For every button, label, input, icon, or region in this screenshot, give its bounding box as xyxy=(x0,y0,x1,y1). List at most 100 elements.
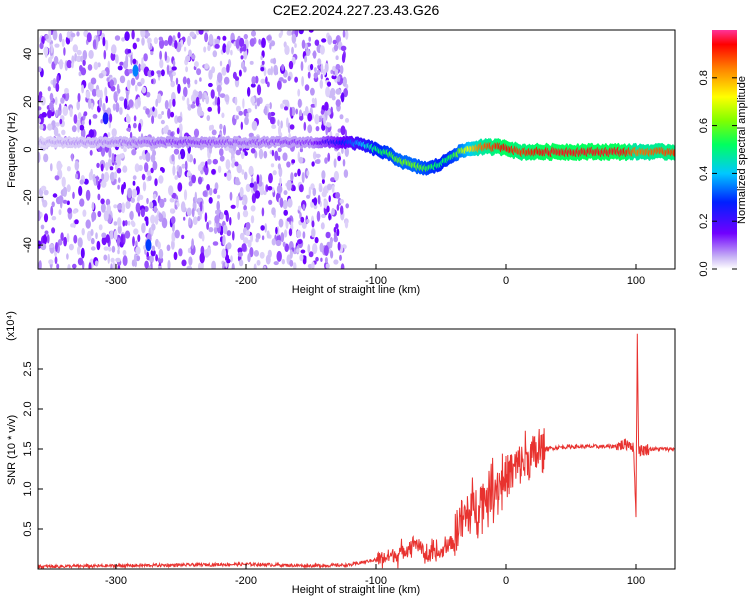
spectrogram-noise-point xyxy=(289,259,294,267)
colorbar-tick-label: 0.8 xyxy=(698,70,710,85)
spectrogram-noise-point xyxy=(323,115,326,126)
spectrogram-noise-point xyxy=(333,231,337,240)
spectrogram-noise-point xyxy=(105,161,109,171)
spectrogram-noise-point xyxy=(186,77,191,85)
spectrogram-noise-point xyxy=(333,158,337,168)
spectrogram-noise-point xyxy=(157,241,161,250)
spectrogram-noise-point xyxy=(52,193,58,198)
spectrogram-noise-point xyxy=(90,246,96,251)
spectrogram-noise-point xyxy=(266,230,270,239)
spectrogram-noise-point xyxy=(83,178,89,185)
spectrogram-noise-point xyxy=(87,98,92,110)
spectrogram-noise-point xyxy=(56,74,60,84)
spectrogram-noise-point xyxy=(186,97,190,107)
spectrogram-noise-point xyxy=(325,263,330,269)
spectrogram-noise-point xyxy=(39,42,44,50)
spectrogram-noise-point xyxy=(320,222,325,230)
spectrogram-noise-point xyxy=(213,226,218,234)
spectrogram-noise-point xyxy=(51,227,56,234)
spectrogram-noise-point xyxy=(139,155,143,160)
spectrogram-noise-point xyxy=(149,255,154,264)
spectrogram-noise-point xyxy=(276,250,282,262)
spectrogram-noise-point xyxy=(90,168,93,177)
spectrogram-noise-point xyxy=(167,259,171,269)
spectrogram-noise-point xyxy=(63,236,67,247)
spectrogram-noise-point xyxy=(97,30,101,36)
spectrogram-noise-point xyxy=(196,68,202,76)
spectrogram-noise-point xyxy=(319,45,325,55)
spectrogram-noise-point xyxy=(74,160,80,171)
spectrogram-noise-point xyxy=(181,95,186,101)
spectrogram-noise-point xyxy=(108,158,112,167)
spectrogram-noise-point xyxy=(172,60,176,67)
spectrogram-noise-point xyxy=(311,161,315,167)
spectrogram-noise-point xyxy=(308,36,312,42)
spectrogram-noise-point xyxy=(219,93,226,98)
spectrogram-noise-point xyxy=(339,65,344,75)
spectrogram-noise-point xyxy=(253,250,259,257)
spectrogram-noise-point xyxy=(197,215,201,222)
spectrogram-noise-point xyxy=(344,146,349,158)
spectrogram-noise-point xyxy=(154,215,159,225)
spectrogram-noise-point xyxy=(234,96,238,106)
spectrogram-noise-point xyxy=(47,86,51,92)
spectrogram-noise-point xyxy=(341,53,346,63)
y-tick-label: 20 xyxy=(22,96,34,108)
spectrogram-noise-point xyxy=(324,101,329,112)
spectrogram-noise-point xyxy=(138,63,141,73)
spectrogram-noise-point xyxy=(336,228,340,237)
spectrogram-noise-point xyxy=(88,262,92,269)
spectrogram-noise-point xyxy=(335,99,341,107)
spectrogram-x-ticks: -300 -200 -100 0 100 xyxy=(105,264,645,287)
spectrogram-noise-point xyxy=(256,97,261,107)
spectrogram-noise-point xyxy=(54,175,60,181)
spectrogram-noise-point xyxy=(166,244,171,252)
spectrogram-noise-point xyxy=(105,39,109,51)
colorbar-ticks: 0.0 0.2 0.4 0.6 0.8 xyxy=(698,70,737,277)
spectrogram-noise-point xyxy=(345,83,349,90)
spectrogram-noise-point xyxy=(323,245,329,257)
spectrogram-noise-point xyxy=(53,126,59,137)
spectrogram-noise-point xyxy=(187,35,191,47)
spectrogram-noise-point xyxy=(181,163,186,169)
spectrogram-noise-point xyxy=(177,182,183,192)
spectrogram-noise-point xyxy=(325,231,331,239)
colorbar-gradient xyxy=(712,30,737,269)
spectrogram-noise-point xyxy=(310,87,315,96)
spectrogram-noise-point xyxy=(252,181,258,192)
spectrogram-noise-point xyxy=(301,39,306,49)
spectrogram-noise-point xyxy=(74,219,79,225)
spectrogram-noise-point xyxy=(113,204,118,209)
spectrogram-noise-point xyxy=(236,163,243,174)
spectrogram-noise-point xyxy=(106,77,111,83)
spectrogram-noise-point xyxy=(251,120,258,131)
spectrogram-noise-point xyxy=(77,123,80,133)
spectrogram-noise-point xyxy=(230,49,233,56)
spectrogram-noise-point xyxy=(238,69,242,77)
spectrogram-noise-point xyxy=(91,201,95,211)
spectrogram-noise-point xyxy=(289,124,295,130)
spectrogram-noise-point xyxy=(345,30,349,40)
spectrogram-noise-point xyxy=(87,64,93,71)
spectrogram-noise-point xyxy=(212,241,219,246)
spectrogram-noise-point xyxy=(40,185,47,191)
spectrogram-noise-point xyxy=(82,50,88,61)
spectrogram-noise-point xyxy=(208,197,213,204)
spectrogram-noise-point xyxy=(326,81,332,87)
spectrogram-noise-point xyxy=(43,153,49,163)
spectrogram-noise-point xyxy=(331,75,337,80)
spectrogram-noise-point xyxy=(102,36,106,47)
spectrogram-noise-point xyxy=(73,234,78,244)
spectrogram-noise-point xyxy=(258,180,263,187)
spectrogram-noise-point xyxy=(235,38,240,49)
spectrogram-noise-point xyxy=(283,190,288,196)
spectrogram-noise-point xyxy=(101,236,107,246)
spectrogram-noise-point xyxy=(312,50,317,59)
spectrogram-noise-point xyxy=(186,207,192,217)
spectrogram-noise-point xyxy=(214,96,218,106)
spectrogram-noise-point xyxy=(246,112,249,119)
spectrogram-x-label: Height of straight line (km) xyxy=(292,284,420,296)
spectrogram-noise-point xyxy=(151,78,154,85)
spectrogram-noise-point xyxy=(241,169,245,175)
spectrogram-noise-point xyxy=(237,211,241,221)
